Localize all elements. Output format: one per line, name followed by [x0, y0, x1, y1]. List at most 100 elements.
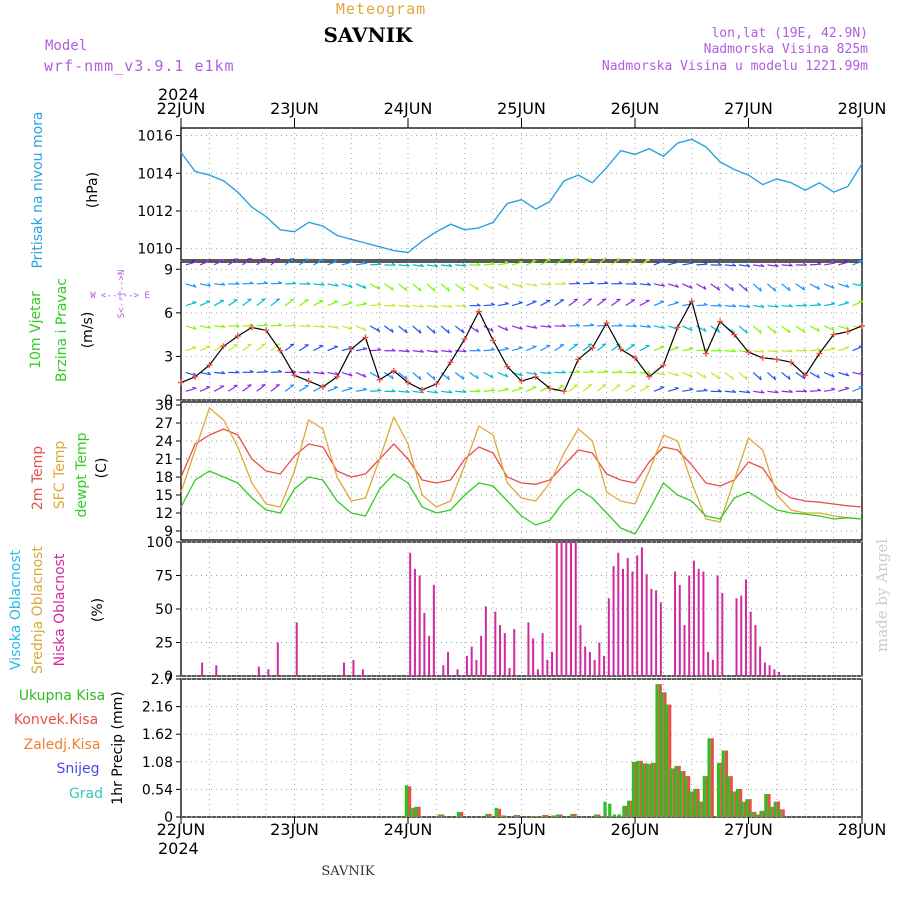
- wind-arrow: [327, 386, 339, 392]
- low-cloud-bar: [513, 629, 516, 676]
- wind-arrow-head: [732, 303, 737, 308]
- wind-arrow-head: [618, 323, 623, 327]
- wind-arrow: [227, 258, 238, 266]
- wind-arrow-head: [817, 261, 822, 265]
- wind-arrow-head: [518, 260, 523, 263]
- wind-arrow: [838, 347, 850, 352]
- convective-precip-bar: [545, 814, 549, 817]
- wind-arrow-head: [647, 282, 651, 286]
- wind-arrow: [270, 384, 281, 392]
- wind-speed-marker: [334, 373, 341, 380]
- wind-arrow: [682, 348, 694, 352]
- wind-arrow: [738, 390, 751, 394]
- wind-arrow: [781, 304, 793, 308]
- wind-arrow-head: [816, 374, 820, 379]
- total-precip-bar: [404, 785, 408, 817]
- wind-arrow: [526, 283, 538, 287]
- wind-arrow-head: [661, 325, 666, 329]
- precip-legend: Ukupna Kisa Konvek.Kisa Zaledj.Kisa Snij…: [14, 688, 105, 802]
- wind-arrow-head: [661, 371, 666, 376]
- wind-arrow-head: [490, 302, 495, 306]
- wind-arrow: [327, 346, 339, 352]
- wind-arrow: [696, 304, 708, 307]
- total-precip-bar: [773, 801, 777, 817]
- wind-arrow: [497, 388, 509, 392]
- wind-arrow-head: [632, 370, 637, 374]
- convective-precip-bar: [767, 794, 771, 817]
- cloud-unit: (%): [90, 598, 106, 622]
- wind-arrow-head: [674, 346, 679, 349]
- wind-arrow: [824, 262, 836, 266]
- wind-arrow: [412, 371, 422, 381]
- wind-arrow-head: [377, 302, 382, 306]
- wind-speed-marker: [192, 373, 199, 380]
- wind-arrow-head: [831, 301, 836, 305]
- total-precip-bar: [608, 803, 612, 817]
- precip-ytick-label: 0.54: [142, 782, 173, 798]
- pressure-unit: (hPa): [85, 172, 101, 208]
- wind-arrow-head: [844, 386, 850, 389]
- wind-arrow: [370, 263, 382, 266]
- wind-arrow: [256, 298, 266, 307]
- wind-arrow: [653, 260, 665, 266]
- wind-arrow: [667, 302, 679, 307]
- wind-arrow-head: [575, 323, 581, 327]
- wind-arrow-head: [420, 349, 424, 353]
- wind-speed-marker: [802, 372, 809, 379]
- wind-speed-marker: [447, 359, 454, 366]
- wind-arrow-head: [845, 283, 850, 288]
- lonlat: lon,lat (19E, 42.9N): [711, 26, 868, 41]
- wind-speed-marker: [546, 385, 553, 392]
- wind-speed-marker: [702, 350, 709, 357]
- total-precip-bar: [499, 815, 503, 817]
- wind-arrow-head: [362, 346, 368, 350]
- total-precip-bar: [437, 814, 442, 817]
- dewpt-line: [180, 470, 863, 535]
- wind-arrow-head: [391, 348, 396, 352]
- wind-arrow-head: [803, 262, 808, 266]
- wind-arrow-head: [519, 283, 523, 288]
- low-cloud-bar: [655, 590, 658, 676]
- low-cloud-bar: [361, 669, 364, 676]
- wind-arrow-head: [490, 374, 494, 379]
- wind-arrow-head: [547, 324, 552, 328]
- wind-arrow: [682, 262, 694, 266]
- wind-arrow-head: [476, 388, 481, 393]
- total-precip-bar: [669, 768, 673, 817]
- wind-arrow: [483, 325, 494, 332]
- wind-arrow-head: [731, 286, 734, 292]
- low-cloud-bar: [593, 659, 596, 676]
- wind-arrow-head: [263, 280, 268, 284]
- wind-arrow-head: [831, 284, 835, 289]
- wind-arrow: [313, 325, 325, 328]
- wind-arrow: [767, 371, 776, 381]
- wind-arrow: [611, 258, 621, 266]
- wind-arrow: [823, 325, 835, 332]
- wind-arrow: [824, 348, 836, 352]
- wind-arrow: [256, 343, 266, 352]
- wind-arrow-head: [349, 283, 353, 288]
- wind-arrow: [455, 390, 467, 393]
- wind-arrow: [639, 283, 651, 286]
- total-precip-bar: [754, 814, 758, 817]
- total-precip-bar: [764, 794, 768, 817]
- wind-speed-marker: [405, 379, 411, 386]
- wind-arrow: [426, 390, 438, 394]
- wind-arrow: [298, 344, 309, 352]
- wind-arrow: [852, 371, 864, 376]
- date-label-top: 22JUN: [157, 99, 206, 118]
- total-precip-bar: [532, 815, 536, 817]
- year-top: 2024: [158, 85, 199, 104]
- wind-arrow-head: [518, 301, 523, 304]
- low-cloud-bar: [650, 588, 653, 676]
- precip-ytick-label: 1.62: [142, 727, 173, 743]
- wind-arrow: [412, 325, 422, 334]
- wind-arrow: [639, 325, 651, 328]
- wind-arrow-head: [788, 286, 791, 292]
- convective-precip-bar: [441, 814, 445, 817]
- wind-arrow: [625, 384, 636, 392]
- wind-arrow-head: [377, 327, 381, 332]
- cloud-ytick-label: 100: [146, 535, 173, 551]
- low-cloud-bar: [749, 611, 752, 676]
- total-precip-bar: [707, 738, 711, 817]
